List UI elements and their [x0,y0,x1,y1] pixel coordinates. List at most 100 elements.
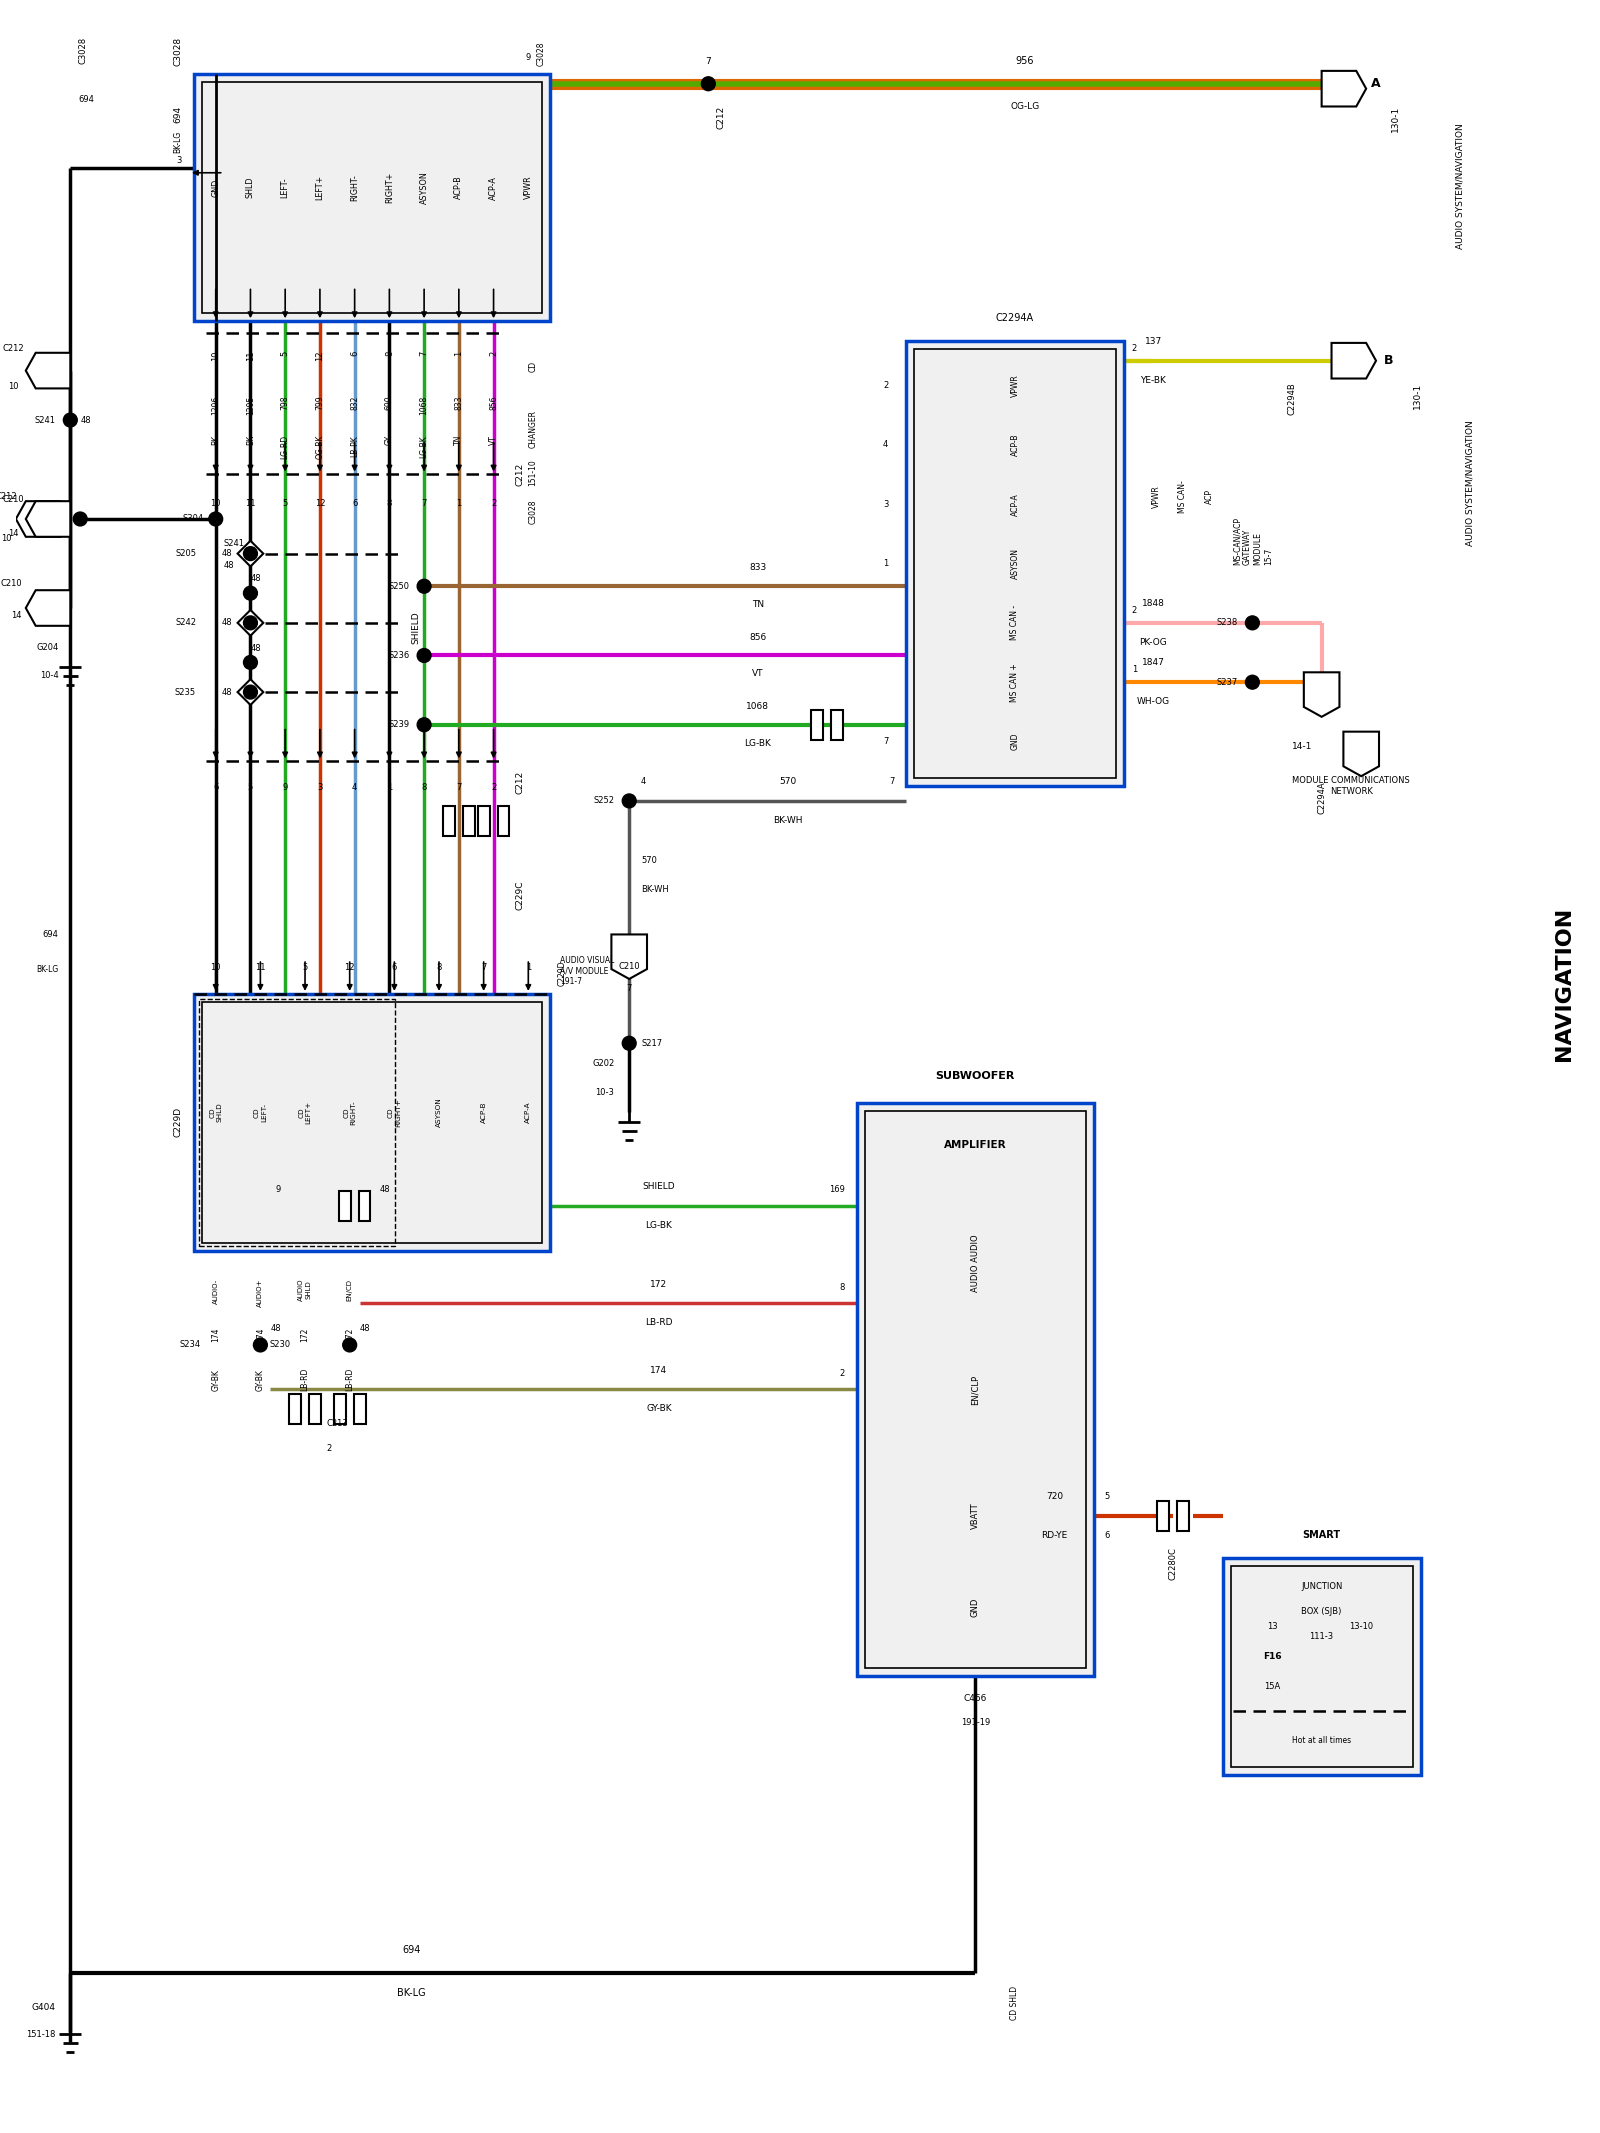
Text: Hot at all times: Hot at all times [1293,1736,1350,1745]
Text: 48: 48 [379,1186,390,1194]
Text: VBATT: VBATT [971,1502,979,1529]
Text: 191-19: 191-19 [960,1717,990,1728]
Bar [830,710,843,740]
Text: 111-3: 111-3 [1309,1632,1334,1640]
Text: 1: 1 [883,559,888,567]
Text: TN: TN [752,599,763,610]
Text: 48: 48 [222,619,232,627]
Text: 4: 4 [352,783,357,791]
Text: 833: 833 [749,563,766,572]
Text: ASYSON: ASYSON [1011,548,1019,578]
Text: C212: C212 [515,463,525,486]
Text: 7: 7 [890,776,894,787]
Text: 6: 6 [350,350,358,356]
Text: 956: 956 [1016,55,1034,66]
Text: S234: S234 [179,1340,202,1350]
Bar [202,81,542,314]
Text: 5: 5 [248,783,253,791]
Text: 14-1: 14-1 [1291,742,1312,751]
Text: 2: 2 [490,350,498,356]
Bar [334,1395,346,1425]
Text: C229D: C229D [173,1107,182,1137]
Polygon shape [1304,672,1339,717]
Text: 694: 694 [173,107,182,124]
Text: RD-YE: RD-YE [1042,1531,1067,1540]
Text: C229C: C229C [515,881,525,909]
Text: 12: 12 [315,499,325,508]
Text: 6: 6 [1104,1531,1109,1540]
Text: ACP: ACP [1205,488,1214,503]
Text: C229D: C229D [558,960,566,985]
Text: C210: C210 [0,580,22,589]
Text: JUNCTION: JUNCTION [1301,1583,1342,1591]
Text: C212: C212 [515,772,525,793]
Bar [354,1395,365,1425]
Text: 13-10: 13-10 [1349,1623,1373,1632]
Text: MS CAN +: MS CAN + [1011,663,1019,702]
Text: C213: C213 [326,1418,349,1429]
Text: S304: S304 [182,514,203,523]
Bar [358,1190,371,1220]
Text: OG-LG: OG-LG [1010,102,1040,111]
Text: 6: 6 [392,962,397,973]
Text: EN/CD: EN/CD [346,1278,352,1301]
Bar [194,75,550,322]
Text: 130-1: 130-1 [1413,382,1422,410]
Text: 14: 14 [8,529,18,538]
Text: SMART: SMART [1302,1529,1341,1540]
Text: BK-WH: BK-WH [642,885,669,894]
Text: 15A: 15A [1264,1681,1280,1691]
Text: 9: 9 [275,1186,280,1194]
Circle shape [418,719,430,732]
Text: 11: 11 [246,350,254,360]
Circle shape [74,512,86,527]
Text: LG-BK: LG-BK [419,435,429,459]
Text: AUDIO VISUAL
A/V MODULE
191-7: AUDIO VISUAL A/V MODULE 191-7 [560,956,614,985]
Text: 48: 48 [80,416,91,424]
Circle shape [253,1337,267,1352]
Text: MS-CAN/ACP
GATEWAY
MODULE
15-7: MS-CAN/ACP GATEWAY MODULE 15-7 [1232,516,1274,565]
Circle shape [243,546,258,561]
Text: C2294B: C2294B [1288,382,1296,416]
Text: 8: 8 [386,350,394,356]
Polygon shape [237,678,264,704]
Bar [1230,1566,1413,1768]
Text: NAVIGATION: NAVIGATION [1554,907,1574,1060]
Text: VT: VT [752,670,763,678]
Text: 13: 13 [1267,1623,1277,1632]
Text: 1847: 1847 [1142,659,1165,668]
Bar [339,1190,350,1220]
Text: 570: 570 [642,855,658,864]
Text: 690: 690 [386,395,394,410]
Text: 6: 6 [352,499,357,508]
Text: C2294A: C2294A [1317,781,1326,815]
Text: C2280C: C2280C [1168,1546,1178,1581]
Text: ACP-B: ACP-B [480,1103,486,1124]
Text: 1206: 1206 [211,395,221,414]
Text: 1: 1 [1131,665,1138,674]
Text: 10: 10 [211,962,221,973]
Text: 856: 856 [749,634,766,642]
Text: 172: 172 [650,1280,667,1288]
Text: 5: 5 [280,350,290,356]
Polygon shape [1344,732,1379,776]
Text: 7: 7 [706,58,712,66]
Text: 8: 8 [387,499,392,508]
Text: CD SHLD: CD SHLD [1011,1986,1019,2020]
Text: C3028: C3028 [173,36,182,66]
Text: S236: S236 [389,651,410,659]
Text: 48: 48 [251,644,261,653]
Text: CD
SHLD: CD SHLD [210,1103,222,1122]
Text: 174: 174 [211,1329,221,1342]
Circle shape [1245,616,1259,629]
Text: G202: G202 [592,1058,614,1066]
Text: 9: 9 [526,53,531,62]
Text: 5: 5 [1104,1491,1109,1502]
Text: GY-BK: GY-BK [646,1404,672,1414]
Text: TN: TN [454,435,464,446]
Text: 7: 7 [419,350,429,356]
Text: 10: 10 [211,499,221,508]
Text: GY-BK: GY-BK [211,1369,221,1391]
Bar [198,998,395,1246]
Polygon shape [611,934,646,979]
